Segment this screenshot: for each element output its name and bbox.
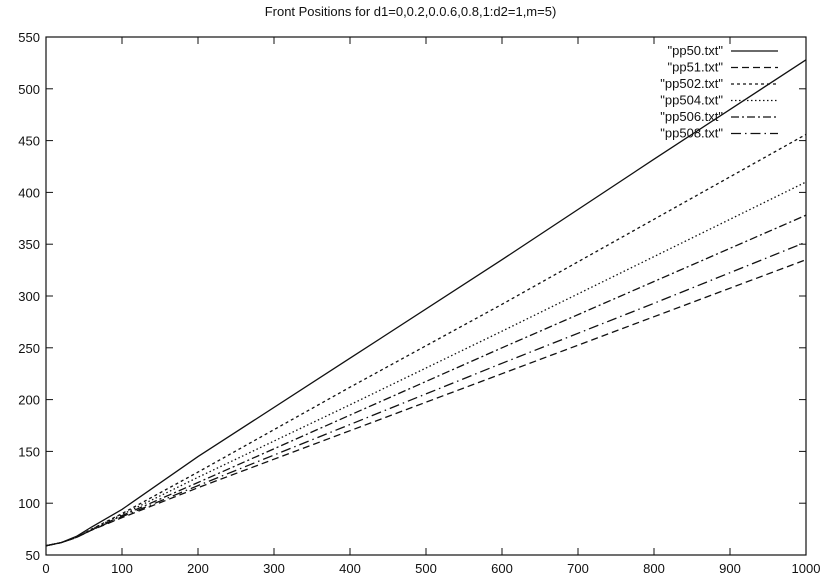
series-line-4 bbox=[45, 181, 807, 547]
x-tick-label: 800 bbox=[643, 561, 665, 576]
x-tick-label: 900 bbox=[719, 561, 741, 576]
y-tick-label: 50 bbox=[26, 548, 40, 563]
y-tick-label: 100 bbox=[18, 496, 40, 511]
x-tick-label: 700 bbox=[567, 561, 589, 576]
series-line-3 bbox=[45, 133, 807, 547]
x-tick-label: 300 bbox=[263, 561, 285, 576]
legend-label: "pp502.txt" bbox=[660, 76, 723, 91]
x-tick-label: 400 bbox=[339, 561, 361, 576]
legend-label: "pp508.txt" bbox=[660, 126, 723, 141]
y-tick-label: 150 bbox=[18, 444, 40, 459]
legend: "pp50.txt" "pp51.txt""pp502.txt" "pp504.tx… bbox=[660, 43, 778, 141]
y-tick-label: 450 bbox=[18, 134, 40, 149]
legend-label: "pp50.txt" bbox=[668, 43, 724, 58]
y-tick-label: 400 bbox=[18, 185, 40, 200]
y-tick-label: 550 bbox=[18, 30, 40, 45]
x-tick-label: 600 bbox=[491, 561, 513, 576]
y-tick-label: 250 bbox=[18, 341, 40, 356]
x-tick-label: 200 bbox=[187, 561, 209, 576]
series-line-2 bbox=[45, 259, 807, 547]
axis-ticks: 0 100 200 300 400 500 600 700 800 900 1000 50 100 150… bbox=[18, 30, 820, 576]
y-tick-label: 300 bbox=[18, 289, 40, 304]
x-tick-label: 100 bbox=[111, 561, 133, 576]
legend-label: "pp504.txt" bbox=[660, 93, 723, 108]
legend-label: "pp51.txt" bbox=[668, 60, 724, 75]
series-line-6 bbox=[45, 241, 807, 547]
y-tick-label: 200 bbox=[18, 393, 40, 408]
legend-label: "pp506.txt" bbox=[660, 109, 723, 124]
chart-title: Front Positions for d1=0,0.2,0.0.6,0.8,1… bbox=[264, 4, 557, 19]
series-lines bbox=[45, 59, 807, 547]
y-tick-label: 350 bbox=[18, 237, 40, 252]
x-tick-label: 0 bbox=[42, 561, 49, 576]
y-tick-label: 500 bbox=[18, 82, 40, 97]
x-tick-label: 500 bbox=[415, 561, 437, 576]
x-tick-label: 1000 bbox=[792, 561, 821, 576]
